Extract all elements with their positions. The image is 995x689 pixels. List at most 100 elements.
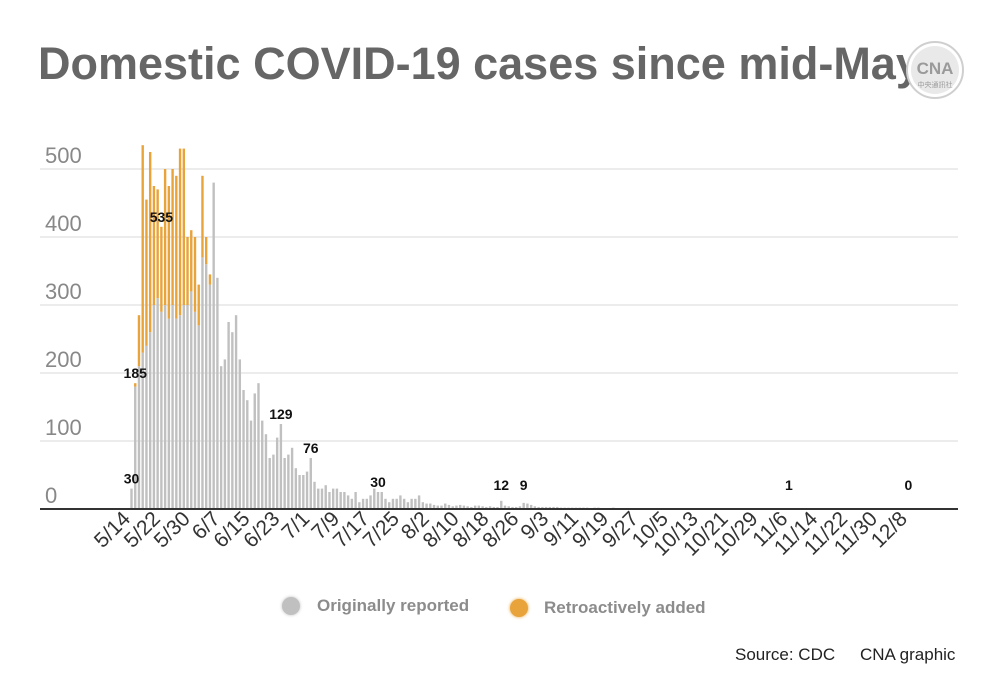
bar-original bbox=[537, 506, 540, 509]
legend-label-original: Originally reported bbox=[317, 596, 470, 615]
bar-original bbox=[417, 495, 421, 509]
data-label: 30 bbox=[124, 471, 140, 487]
bar-original bbox=[231, 332, 234, 509]
bar-original bbox=[223, 359, 227, 509]
bar-original bbox=[481, 506, 484, 509]
y-tick-label: 100 bbox=[45, 415, 82, 440]
bar-retroactive bbox=[178, 148, 182, 316]
chart-title: Domestic COVID-19 cases since mid-May bbox=[38, 38, 921, 89]
bar-original bbox=[384, 498, 387, 509]
legend-label-retroactive: Retroactively added bbox=[544, 598, 706, 617]
bar-original bbox=[331, 488, 335, 509]
bar-original bbox=[309, 458, 312, 509]
bar-original bbox=[529, 504, 533, 509]
bar-original bbox=[361, 498, 365, 509]
bar-original bbox=[511, 506, 514, 509]
bar-original bbox=[156, 298, 159, 509]
bar-original bbox=[544, 506, 548, 509]
bar-original bbox=[287, 454, 290, 509]
bar-original bbox=[350, 498, 354, 509]
bar-retroactive bbox=[182, 148, 185, 305]
bar-original bbox=[272, 454, 275, 509]
bar-original bbox=[186, 305, 189, 509]
data-label: 0 bbox=[904, 477, 912, 493]
bar-original bbox=[380, 492, 383, 509]
bar-original bbox=[298, 475, 301, 509]
data-label: 185 bbox=[124, 365, 148, 381]
data-label: 12 bbox=[493, 477, 509, 493]
bar-original bbox=[395, 498, 398, 509]
bar-original bbox=[249, 420, 253, 509]
bar-original bbox=[470, 506, 473, 509]
bar-retroactive bbox=[141, 145, 144, 353]
bar-retroactive bbox=[156, 189, 159, 299]
bar-original bbox=[234, 315, 238, 509]
bar-original bbox=[238, 359, 242, 509]
data-label: 30 bbox=[370, 474, 386, 490]
x-axis-tick-labels: 5/145/225/306/76/156/237/17/97/177/258/2… bbox=[90, 507, 912, 561]
bar-original bbox=[376, 492, 380, 509]
bar-original bbox=[264, 434, 268, 509]
bar-original bbox=[175, 318, 178, 509]
bar-original bbox=[335, 488, 339, 509]
bar-original bbox=[365, 498, 369, 509]
logo-text: 中央通訊社 bbox=[918, 80, 953, 89]
bar-original bbox=[522, 502, 525, 509]
bar-original bbox=[466, 506, 469, 509]
bar-original bbox=[488, 506, 492, 509]
bar-original bbox=[440, 505, 443, 509]
bar-original bbox=[275, 437, 279, 509]
bar-retroactive bbox=[148, 152, 152, 333]
bar-original bbox=[167, 318, 171, 509]
bar-original bbox=[328, 492, 331, 509]
bars bbox=[130, 145, 817, 509]
bar-original bbox=[141, 352, 144, 509]
x-tick-label: 8/26 bbox=[478, 507, 523, 552]
bar-original bbox=[473, 505, 477, 509]
data-label: 76 bbox=[303, 440, 319, 456]
bar-original bbox=[388, 502, 391, 509]
bar-original bbox=[432, 504, 436, 509]
y-axis-tick-labels: 0 100 200 300 400 500 bbox=[45, 143, 82, 508]
bar-original bbox=[496, 506, 499, 509]
bar-original bbox=[526, 503, 529, 509]
bar-retroactive bbox=[163, 169, 167, 305]
bar-original bbox=[462, 505, 466, 509]
bar-original bbox=[421, 502, 425, 509]
x-tick-label: 12/8 bbox=[867, 507, 912, 552]
bar-original bbox=[391, 498, 395, 509]
bar-retroactive bbox=[201, 175, 204, 258]
bar-retroactive bbox=[167, 186, 171, 319]
bar-original bbox=[492, 506, 495, 509]
bar-original bbox=[227, 322, 230, 509]
bar-retroactive bbox=[152, 186, 156, 305]
data-label: 535 bbox=[150, 209, 174, 225]
bar-original bbox=[507, 506, 510, 509]
bar-original bbox=[339, 492, 342, 509]
y-tick-label: 0 bbox=[45, 483, 57, 508]
bar-original bbox=[130, 488, 133, 509]
bar-retroactive bbox=[175, 175, 178, 319]
bar-original bbox=[257, 383, 260, 509]
bar-original bbox=[406, 502, 410, 509]
bar-retroactive bbox=[190, 230, 193, 292]
bar-retroactive bbox=[171, 169, 174, 305]
bar-retroactive bbox=[145, 199, 148, 346]
cna-logo-icon: CNA 中央通訊社 bbox=[905, 40, 965, 100]
bar-original bbox=[320, 488, 324, 509]
bar-original bbox=[429, 503, 432, 509]
bar-original bbox=[152, 305, 156, 509]
bar-original bbox=[305, 471, 309, 509]
bar-original bbox=[485, 506, 488, 509]
bar-original bbox=[324, 485, 327, 509]
bar-original bbox=[261, 420, 264, 509]
bar-original bbox=[515, 506, 518, 509]
bar-original bbox=[294, 468, 298, 509]
bar-original bbox=[253, 393, 256, 509]
bar-retroactive bbox=[137, 315, 141, 367]
bar-retroactive bbox=[134, 383, 137, 387]
bar-retroactive bbox=[205, 237, 208, 265]
bar-retroactive bbox=[193, 237, 197, 312]
bar-original bbox=[193, 311, 197, 509]
